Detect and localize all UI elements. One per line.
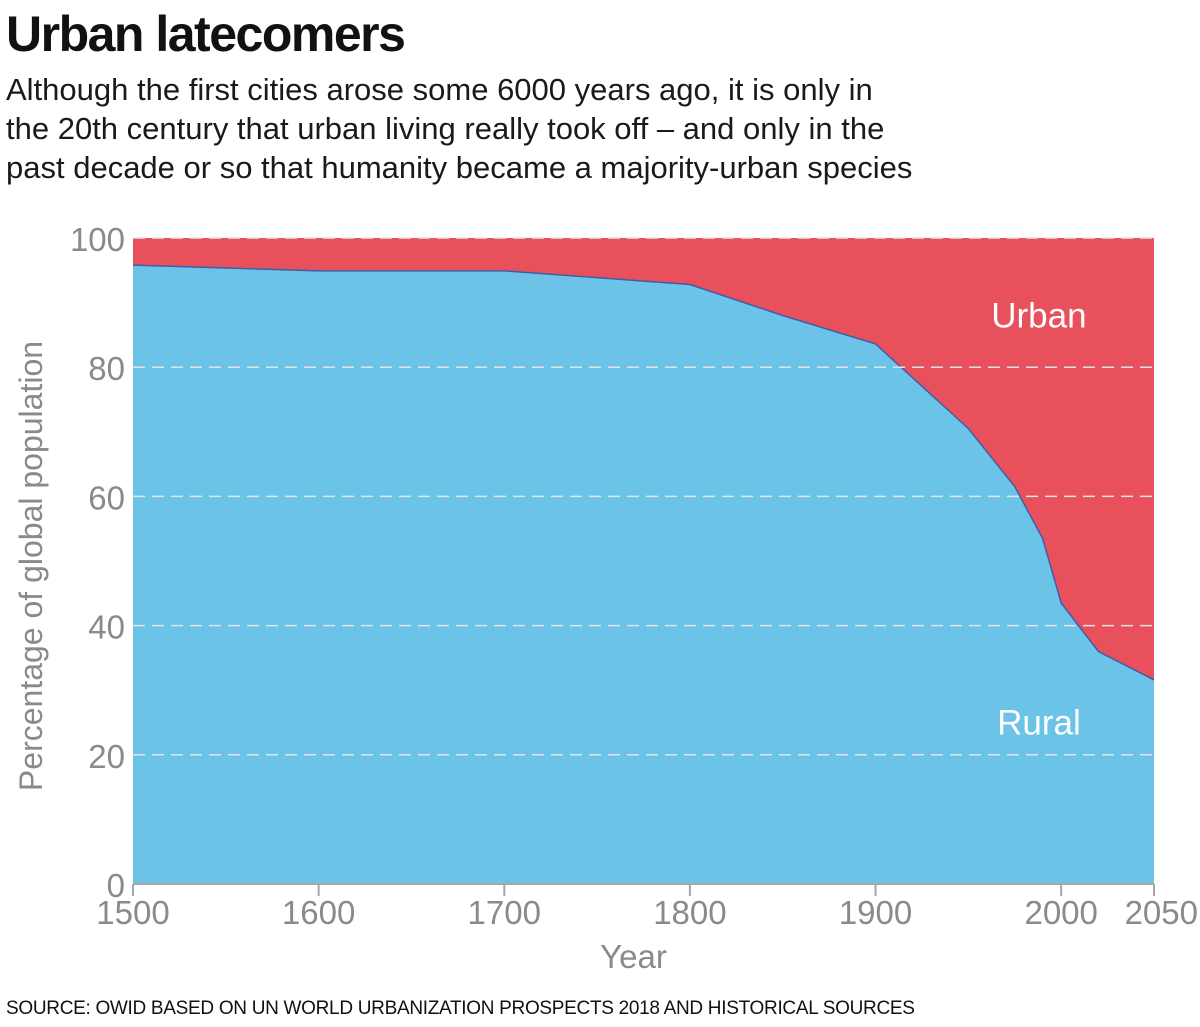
x-tick-label: 2000 xyxy=(1024,894,1097,931)
x-tick-label: 1700 xyxy=(468,894,541,931)
subtitle-line: Although the first cities arose some 600… xyxy=(6,72,873,107)
subtitle-line: the 20th century that urban living reall… xyxy=(6,111,885,146)
y-tick-label: 60 xyxy=(88,479,125,516)
series-label-rural: Rural xyxy=(997,704,1081,743)
x-axis-label: Year xyxy=(600,938,667,975)
x-tick-label: 2050 xyxy=(1125,894,1198,931)
urban-area xyxy=(133,238,1154,680)
x-tick-label: 1800 xyxy=(653,894,726,931)
y-tick-label: 20 xyxy=(88,738,125,775)
y-axis-label: Percentage of global population xyxy=(13,341,49,791)
series-boundary-line xyxy=(132,264,1155,681)
subtitle-line: past decade or so that humanity became a… xyxy=(6,150,913,185)
y-tick-label: 40 xyxy=(88,609,125,646)
x-tick-label: 1900 xyxy=(839,894,912,931)
rural-area xyxy=(133,265,1154,885)
chart-subtitle: Although the first cities arose some 600… xyxy=(6,70,1156,187)
x-tick-label: 1600 xyxy=(282,894,355,931)
y-tick-label: 80 xyxy=(88,350,125,387)
x-tick-label: 1500 xyxy=(96,894,169,931)
chart-title: Urban latecomers xyxy=(6,6,406,62)
series-label-urban: Urban xyxy=(991,297,1086,336)
y-tick-label: 0 xyxy=(107,867,125,904)
source-note: SOURCE: OWID BASED ON UN WORLD URBANIZAT… xyxy=(6,998,915,1019)
y-tick-label: 100 xyxy=(70,221,125,258)
